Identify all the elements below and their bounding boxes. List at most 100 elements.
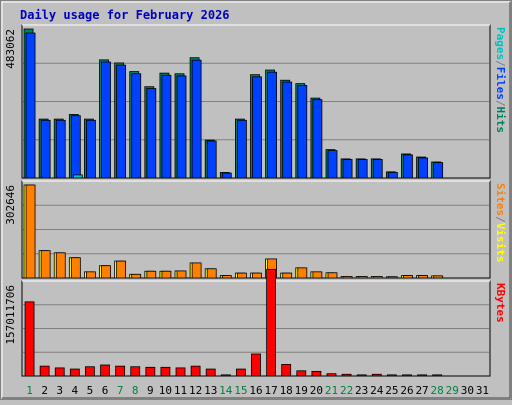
hits-files-pages-bar-files-day-17 <box>267 71 277 179</box>
day-label-31: 31 <box>476 384 489 397</box>
hits-files-pages-bar-files-day-6 <box>101 61 111 179</box>
hits-files-pages-scale-label: 483062 <box>4 29 17 69</box>
day-label-28: 28 <box>431 384 444 397</box>
visits-sites-bar-sites-day-16 <box>252 272 262 279</box>
kbytes-bar-kbytes-day-9 <box>145 366 156 377</box>
day-label-5: 5 <box>87 384 94 397</box>
kbytes-scale-label: 157011706 <box>4 285 17 345</box>
visits-sites-bar-sites-day-24 <box>372 276 383 279</box>
kbytes-bar-kbytes-day-3 <box>54 367 65 377</box>
kbytes-bar-kbytes-day-15 <box>236 368 246 377</box>
hits-files-pages-legend-files: Files <box>494 67 507 100</box>
visits-sites-bar-sites-day-14 <box>221 275 232 279</box>
kbytes-bar-kbytes-day-11 <box>175 367 186 377</box>
kbytes-legend: KBytes <box>494 283 507 323</box>
kbytes-bar-kbytes-day-12 <box>190 365 201 377</box>
kbytes-bar-kbytes-day-13 <box>205 368 216 377</box>
day-label-26: 26 <box>400 384 413 397</box>
day-label-3: 3 <box>56 384 63 397</box>
hits-files-pages-bar-files-day-16 <box>252 76 262 179</box>
visits-sites-bar-sites-day-13 <box>206 268 217 279</box>
day-label-6: 6 <box>102 384 109 397</box>
hits-files-pages-bar-files-day-15 <box>237 119 247 179</box>
day-label-10: 10 <box>159 384 172 397</box>
day-label-8: 8 <box>132 384 139 397</box>
visits-sites-bar-sites-day-27 <box>418 275 428 279</box>
kbytes-bar-kbytes-day-2 <box>39 365 50 377</box>
visits-sites-bar-sites-day-25 <box>387 276 398 279</box>
hits-files-pages-bar-files-day-10 <box>161 74 172 179</box>
day-label-1: 1 <box>26 384 33 397</box>
hits-files-pages-bar-files-day-20 <box>312 99 323 179</box>
day-label-2: 2 <box>41 384 48 397</box>
day-label-17: 17 <box>264 384 277 397</box>
visits-sites-bar-sites-day-28 <box>433 275 444 279</box>
kbytes-bar-kbytes-day-5 <box>85 366 95 377</box>
kbytes-bar-kbytes-day-25 <box>386 374 397 377</box>
visits-sites-bar-sites-day-3 <box>55 252 66 279</box>
day-label-20: 20 <box>310 384 323 397</box>
visits-sites-bar-sites-day-9 <box>146 270 157 279</box>
kbytes-bar-kbytes-day-26 <box>402 374 412 377</box>
visits-sites-bar-sites-day-26 <box>403 275 413 279</box>
hits-files-pages-bar-files-day-4 <box>70 115 81 179</box>
frame-shadow <box>2 2 511 399</box>
kbytes-bar-kbytes-day-17 <box>266 268 276 377</box>
day-label-9: 9 <box>147 384 154 397</box>
visits-sites-bar-sites-day-10 <box>161 270 172 279</box>
hits-files-pages-bar-files-day-19 <box>297 85 308 179</box>
hits-files-pages-bar-files-day-11 <box>176 75 187 179</box>
hits-files-pages-legend-hits: Hits <box>494 107 507 134</box>
hits-files-pages-bar-files-day-3 <box>55 119 66 179</box>
day-label-19: 19 <box>295 384 308 397</box>
visits-sites-bar-sites-day-20 <box>312 271 323 279</box>
visits-sites-legend-sep: / <box>494 216 507 223</box>
kbytes-bar-kbytes-day-27 <box>417 374 427 377</box>
hits-files-pages-bar-files-day-23 <box>357 159 368 179</box>
kbytes-bar-kbytes-day-24 <box>371 373 382 377</box>
kbytes-bar-kbytes-day-14 <box>220 374 231 377</box>
day-label-18: 18 <box>280 384 293 397</box>
hits-files-pages-bar-files-day-21 <box>327 150 338 179</box>
hits-files-pages-bar-files-day-7 <box>116 64 127 179</box>
visits-sites-legend-visits: Visits <box>494 223 507 263</box>
hits-files-pages-bar-files-day-18 <box>282 81 293 179</box>
visits-sites-bar-sites-day-1 <box>25 184 36 279</box>
day-label-23: 23 <box>355 384 368 397</box>
hits-files-pages-legend-pages: Pages <box>494 27 507 60</box>
chart-title: Daily usage for February 2026 <box>20 8 230 22</box>
day-label-4: 4 <box>72 384 79 397</box>
hits-files-pages-legend-sep: / <box>494 60 507 67</box>
kbytes-legend-kbytes: KBytes <box>494 283 507 323</box>
visits-sites-legend-sites: Sites <box>494 183 507 216</box>
hits-files-pages-bar-files-day-2 <box>40 119 51 179</box>
visits-sites-bar-sites-day-12 <box>191 262 202 279</box>
kbytes-bar-kbytes-day-7 <box>115 365 126 377</box>
hits-files-pages-bar-files-day-22 <box>342 159 353 179</box>
day-label-25: 25 <box>385 384 398 397</box>
hits-files-pages-bar-files-day-12 <box>191 59 202 179</box>
hits-files-pages-bar-files-day-9 <box>146 88 157 179</box>
visits-sites-bar-sites-day-7 <box>116 260 127 279</box>
kbytes-bar-kbytes-day-21 <box>326 373 337 377</box>
hits-files-pages-bar-files-day-1 <box>25 32 36 179</box>
kbytes-bar-kbytes-day-18 <box>281 364 292 377</box>
visits-sites-legend: Sites/Visits <box>494 183 507 263</box>
hits-files-pages-bar-files-day-26 <box>403 154 413 179</box>
visits-sites-bar-sites-day-2 <box>40 250 51 279</box>
kbytes-bar-kbytes-day-23 <box>356 374 367 377</box>
day-label-24: 24 <box>370 384 384 397</box>
day-label-12: 12 <box>189 384 202 397</box>
hits-files-pages-bar-files-day-25 <box>387 172 398 179</box>
kbytes-bar-kbytes-day-8 <box>130 366 141 377</box>
day-label-7: 7 <box>117 384 124 397</box>
day-label-13: 13 <box>204 384 217 397</box>
visits-sites-bar-sites-day-23 <box>357 276 368 279</box>
kbytes-bar-kbytes-day-19 <box>296 370 307 377</box>
visits-sites-bar-sites-day-19 <box>297 267 308 279</box>
hits-files-pages-bar-files-day-27 <box>418 157 428 179</box>
kbytes-bar-kbytes-day-1 <box>24 301 35 377</box>
day-label-30: 30 <box>461 384 474 397</box>
